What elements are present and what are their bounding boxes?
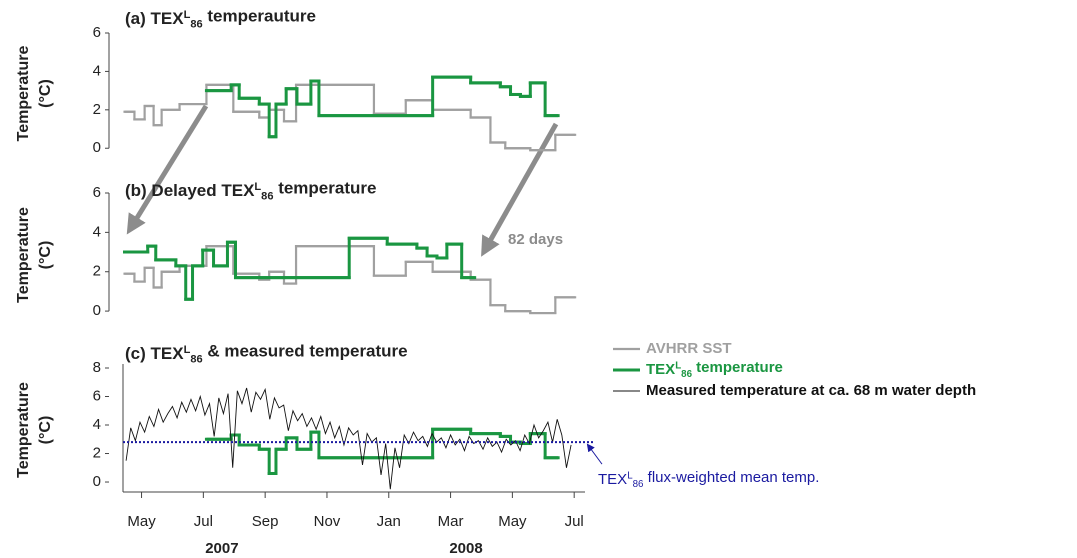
text-part: & measured temperature: [203, 342, 408, 361]
panel-title: (b) Delayed TEXL86 temperature: [125, 179, 376, 202]
plot-area: [125, 387, 572, 490]
x-tick-label: Sep: [252, 513, 279, 530]
y-tick-label: 8: [93, 359, 101, 376]
y-axis-label: (°C): [37, 416, 54, 445]
text-part: L: [184, 344, 191, 356]
x-tick-label: May: [127, 513, 156, 530]
text-part: 86: [633, 479, 644, 490]
legend-label: AVHRR SST: [646, 340, 732, 357]
measured-line: [125, 387, 572, 490]
text-part: L: [627, 470, 633, 481]
y-tick-label: 4: [93, 416, 101, 433]
x-tick-label: Jan: [377, 513, 401, 530]
text-part: temperature: [692, 359, 783, 376]
text-part: TEX: [598, 471, 627, 488]
x-tick-label: Nov: [314, 513, 341, 530]
text-part: L: [675, 360, 681, 371]
y-axis-label: (°C): [37, 241, 54, 270]
x-tick-label: Jul: [565, 513, 584, 530]
legend-label: Measured temperature at ca. 68 m water d…: [646, 382, 976, 399]
x-tick-label: May: [498, 513, 527, 530]
plot-area: [123, 75, 577, 152]
y-tick-label: 4: [93, 223, 101, 240]
mean-label: TEXL86 flux-weighted mean temp.: [598, 469, 819, 490]
y-tick-label: 0: [93, 473, 101, 490]
panel-title: (c) TEXL86 & measured temperature: [125, 342, 408, 365]
y-axis-label: Temperature: [15, 382, 32, 478]
text-part: TEX: [646, 361, 675, 378]
text-part: L: [184, 9, 191, 21]
delay-arrow: [126, 104, 209, 235]
text-part: (b) Delayed TEX: [125, 181, 255, 200]
text-part: L: [254, 181, 261, 193]
text-part: 86: [190, 18, 202, 30]
y-axis-label: Temperature: [15, 46, 32, 142]
y-axis-label: Temperature: [15, 207, 32, 303]
step-connector: [124, 83, 576, 152]
delay-label: 82 days: [508, 231, 563, 248]
y-tick-label: 2: [93, 444, 101, 461]
y-tick-label: 0: [93, 302, 101, 319]
y-tick-label: 6: [93, 24, 101, 41]
plot-area: [123, 236, 577, 315]
y-tick-label: 6: [93, 184, 101, 201]
y-tick-label: 4: [93, 62, 101, 79]
step-connector: [206, 75, 559, 139]
text-part: temperature: [273, 179, 376, 198]
y-tick-label: 0: [93, 139, 101, 156]
year-label: 2008: [449, 540, 482, 557]
text-part: 86: [681, 368, 692, 379]
text-part: (a) TEX: [125, 9, 184, 28]
legend-label: TEXL86 temperature: [646, 359, 783, 380]
x-tick-label: Jul: [194, 513, 213, 530]
step-connector: [123, 236, 475, 301]
text-part: flux-weighted mean temp.: [643, 469, 819, 486]
text-part: 86: [261, 190, 273, 202]
mean-arrow: [586, 443, 603, 465]
panel-title: (a) TEXL86 temperauture: [125, 7, 316, 30]
x-tick-label: Mar: [438, 513, 464, 530]
delay-arrow: [481, 122, 559, 257]
y-tick-label: 2: [93, 101, 101, 118]
year-label: 2007: [205, 540, 238, 557]
y-tick-label: 6: [93, 387, 101, 404]
y-axis-label: (°C): [37, 79, 54, 108]
text-part: 86: [190, 353, 202, 365]
text-part: (c) TEX: [125, 344, 184, 363]
y-tick-label: 2: [93, 263, 101, 280]
text-part: temperauture: [203, 7, 316, 26]
